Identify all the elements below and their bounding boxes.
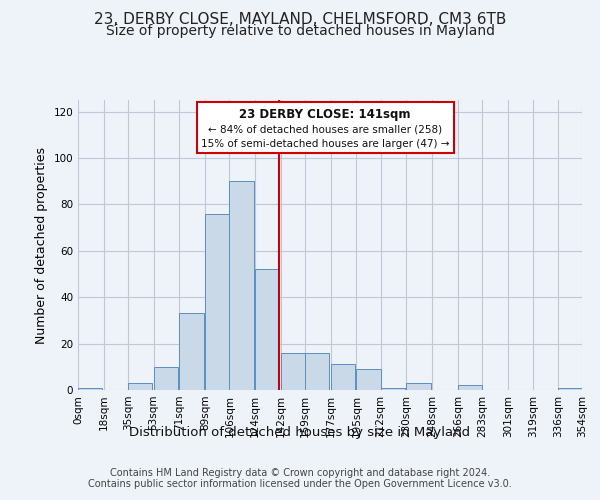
Bar: [281, 353, 305, 390]
Bar: [305, 353, 329, 390]
Bar: [458, 386, 482, 390]
Bar: [356, 369, 380, 390]
Bar: [380, 388, 405, 390]
Bar: [179, 314, 203, 390]
Bar: [128, 383, 152, 390]
Bar: [255, 270, 280, 390]
Text: ← 84% of detached houses are smaller (258): ← 84% of detached houses are smaller (25…: [208, 124, 442, 134]
Text: Distribution of detached houses by size in Mayland: Distribution of detached houses by size …: [130, 426, 470, 439]
FancyBboxPatch shape: [197, 102, 454, 154]
Text: 15% of semi-detached houses are larger (47) →: 15% of semi-detached houses are larger (…: [201, 139, 449, 149]
Text: Contains HM Land Registry data © Crown copyright and database right 2024.: Contains HM Land Registry data © Crown c…: [110, 468, 490, 477]
Bar: [331, 364, 355, 390]
Text: 23, DERBY CLOSE, MAYLAND, CHELMSFORD, CM3 6TB: 23, DERBY CLOSE, MAYLAND, CHELMSFORD, CM…: [94, 12, 506, 28]
Text: Contains public sector information licensed under the Open Government Licence v3: Contains public sector information licen…: [88, 479, 512, 489]
Bar: [205, 214, 229, 390]
Bar: [406, 383, 431, 390]
Y-axis label: Number of detached properties: Number of detached properties: [35, 146, 48, 344]
Bar: [558, 388, 582, 390]
Text: 23 DERBY CLOSE: 141sqm: 23 DERBY CLOSE: 141sqm: [239, 108, 411, 120]
Bar: [154, 367, 178, 390]
Text: Size of property relative to detached houses in Mayland: Size of property relative to detached ho…: [106, 24, 494, 38]
Bar: [78, 388, 102, 390]
Bar: [229, 181, 254, 390]
